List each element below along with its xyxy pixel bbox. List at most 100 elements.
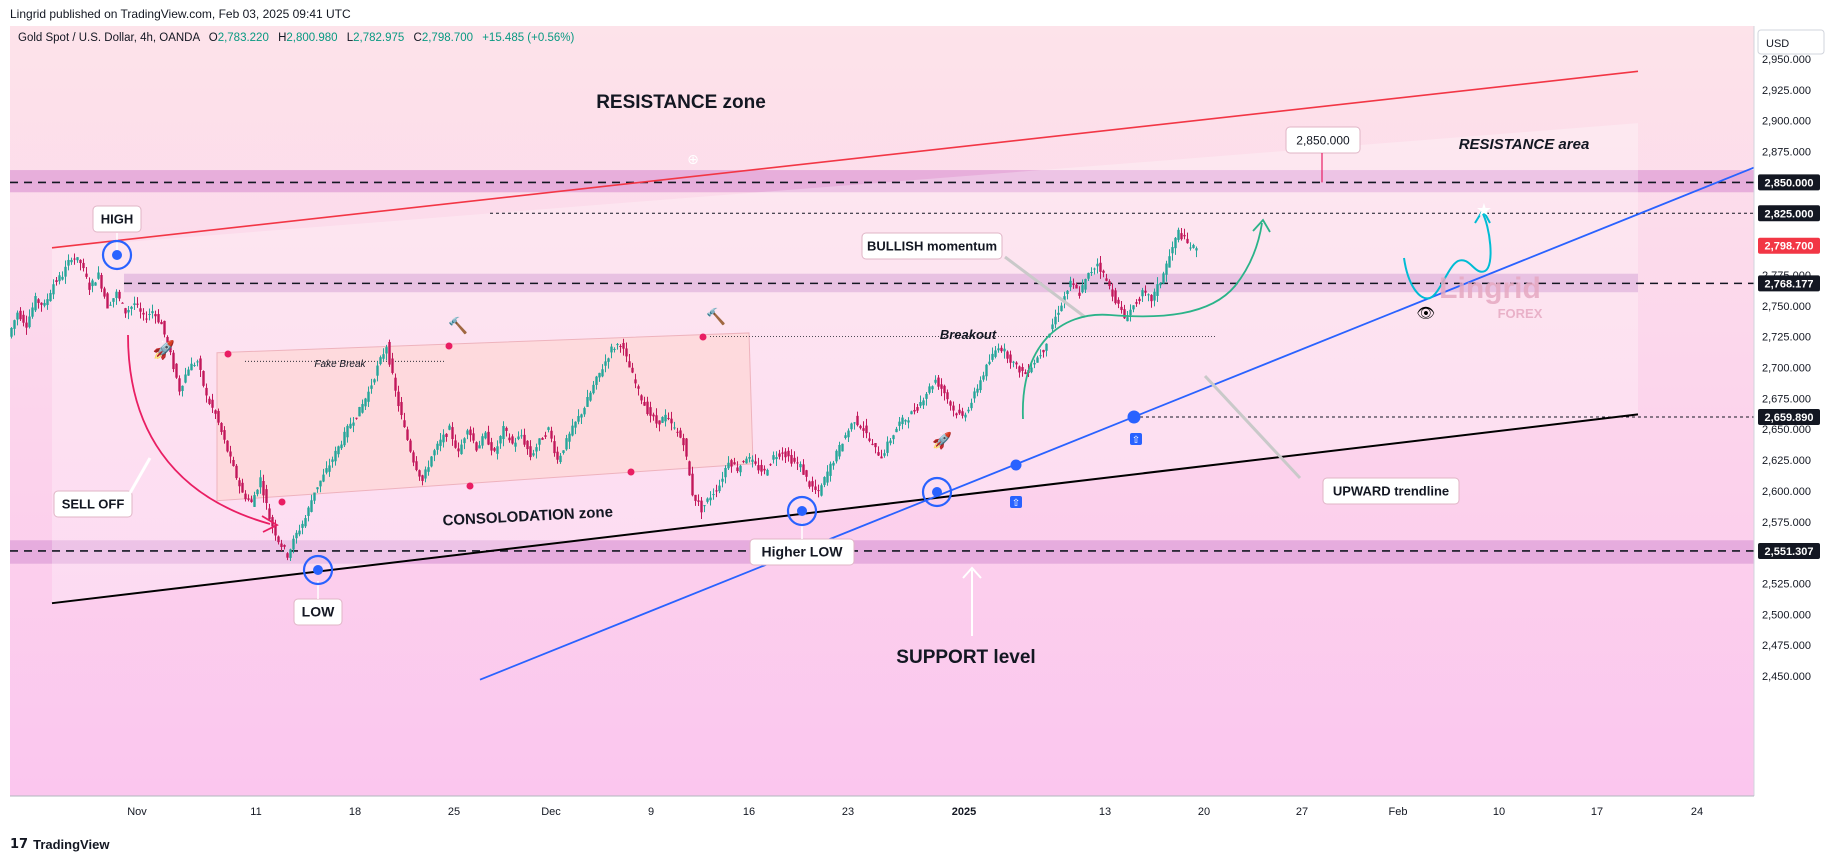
candle: [670, 411, 673, 431]
x-tick-label: 24: [1691, 806, 1703, 818]
tradingview-logo[interactable]: 17 TradingView: [10, 837, 109, 852]
candle: [472, 427, 475, 444]
candle: [514, 437, 517, 452]
candle: [976, 384, 979, 397]
candle: [43, 299, 46, 308]
candle: [1108, 279, 1111, 290]
candle: [58, 271, 61, 285]
candle: [790, 449, 793, 467]
candle: [1141, 287, 1144, 302]
candle: [853, 421, 856, 430]
higher-low-label[interactable]: Higher LOW: [749, 538, 855, 566]
time-axis[interactable]: Nov 11 18 25 Dec 9 16 23 2025 13 20 27 Feb 10 17 24: [10, 795, 1754, 818]
low-label[interactable]: LOW: [293, 598, 343, 626]
trend-touch-circle: [921, 476, 953, 508]
candle: [469, 426, 472, 442]
candle: [592, 381, 595, 395]
y-tick-label: 2,725.000: [1762, 332, 1811, 344]
candle: [67, 254, 70, 271]
upward-trendline-label[interactable]: UPWARD trendline: [1322, 477, 1460, 505]
price-tag[interactable]: 2,551.307: [1758, 542, 1820, 559]
candle: [898, 416, 901, 431]
candle: [73, 253, 76, 265]
bullish-pointer: [1004, 255, 1086, 319]
candle: [412, 450, 415, 467]
candlestick-chart[interactable]: RESISTANCE zone RESISTANCE area SUPPORT le…: [0, 26, 1835, 831]
candle: [811, 476, 814, 493]
close-label: C: [414, 32, 422, 44]
candle: [940, 378, 943, 397]
candle: [499, 435, 502, 449]
low-label-text: LOW: [302, 604, 335, 620]
candle: [361, 399, 364, 414]
resistance-trendline[interactable]: [51, 70, 1639, 249]
candle: [718, 479, 721, 494]
candle: [550, 426, 553, 443]
price-tag[interactable]: 2,850.000: [1758, 174, 1820, 191]
hammer-icon: 🔨: [448, 316, 468, 335]
candle: [988, 354, 991, 366]
target-label[interactable]: 2,850.000: [1285, 126, 1361, 154]
candle: [1057, 305, 1060, 323]
candle: [1012, 360, 1015, 368]
candle: [1045, 343, 1048, 357]
candle: [265, 484, 268, 510]
candle: [85, 266, 88, 279]
x-tick-label: Nov: [127, 806, 147, 818]
price-tag-text: 2,768.177: [1765, 278, 1814, 290]
candle: [91, 278, 94, 293]
price-tag[interactable]: 2,659.890: [1758, 408, 1820, 425]
candle: [724, 465, 727, 484]
candle: [946, 389, 949, 404]
candle: [379, 355, 382, 366]
candle: [391, 352, 394, 375]
candle: [157, 309, 160, 324]
high-label[interactable]: HIGH: [92, 205, 142, 233]
candle: [952, 401, 955, 417]
resistance-zone-title: RESISTANCE zone: [596, 92, 766, 113]
candle: [745, 456, 748, 464]
candle: [829, 461, 832, 482]
candle: [442, 429, 445, 448]
candle: [889, 437, 892, 446]
candle: [28, 309, 31, 329]
candle: [1192, 243, 1195, 249]
candle: [175, 363, 178, 379]
candle: [484, 430, 487, 440]
candle: [205, 383, 208, 403]
candle: [931, 385, 934, 393]
candle: [82, 258, 85, 272]
higher-low-circle: [786, 495, 818, 527]
candle: [886, 436, 889, 457]
y-tick-label: 2,450.000: [1762, 671, 1811, 683]
bullish-momentum-label[interactable]: BULLISH momentum: [861, 232, 1003, 260]
price-tag-text: 2,798.700: [1765, 241, 1814, 253]
candle: [493, 446, 496, 453]
price-tag[interactable]: 2,798.700: [1758, 237, 1820, 254]
candle: [478, 440, 481, 449]
pivot-dot: [466, 482, 474, 490]
change-value: +15.485 (+0.56%): [482, 32, 574, 44]
candle: [106, 292, 109, 309]
candle: [232, 456, 235, 467]
candle: [382, 348, 385, 362]
x-tick-label: 11: [250, 806, 261, 818]
low-circle: [302, 554, 334, 586]
candle: [607, 357, 610, 369]
price-axis[interactable]: USD 2,950.000 2,925.000 2,900.000 2,875.000…: [1753, 26, 1835, 796]
candle: [691, 466, 694, 497]
candle: [1162, 271, 1165, 285]
candle: [334, 446, 337, 466]
candle: [286, 552, 289, 561]
candle: [25, 315, 28, 335]
candle: [1018, 365, 1021, 378]
candle: [112, 298, 115, 308]
candle: [823, 476, 826, 488]
sell-off-label[interactable]: SELL OFF: [53, 490, 133, 518]
price-tag[interactable]: 2,768.177: [1758, 275, 1820, 292]
price-tag[interactable]: 2,825.000: [1758, 205, 1820, 222]
candle: [244, 490, 247, 502]
currency-box[interactable]: [1757, 29, 1825, 55]
upward-trendline[interactable]: [479, 166, 1755, 681]
candle: [1195, 246, 1198, 258]
